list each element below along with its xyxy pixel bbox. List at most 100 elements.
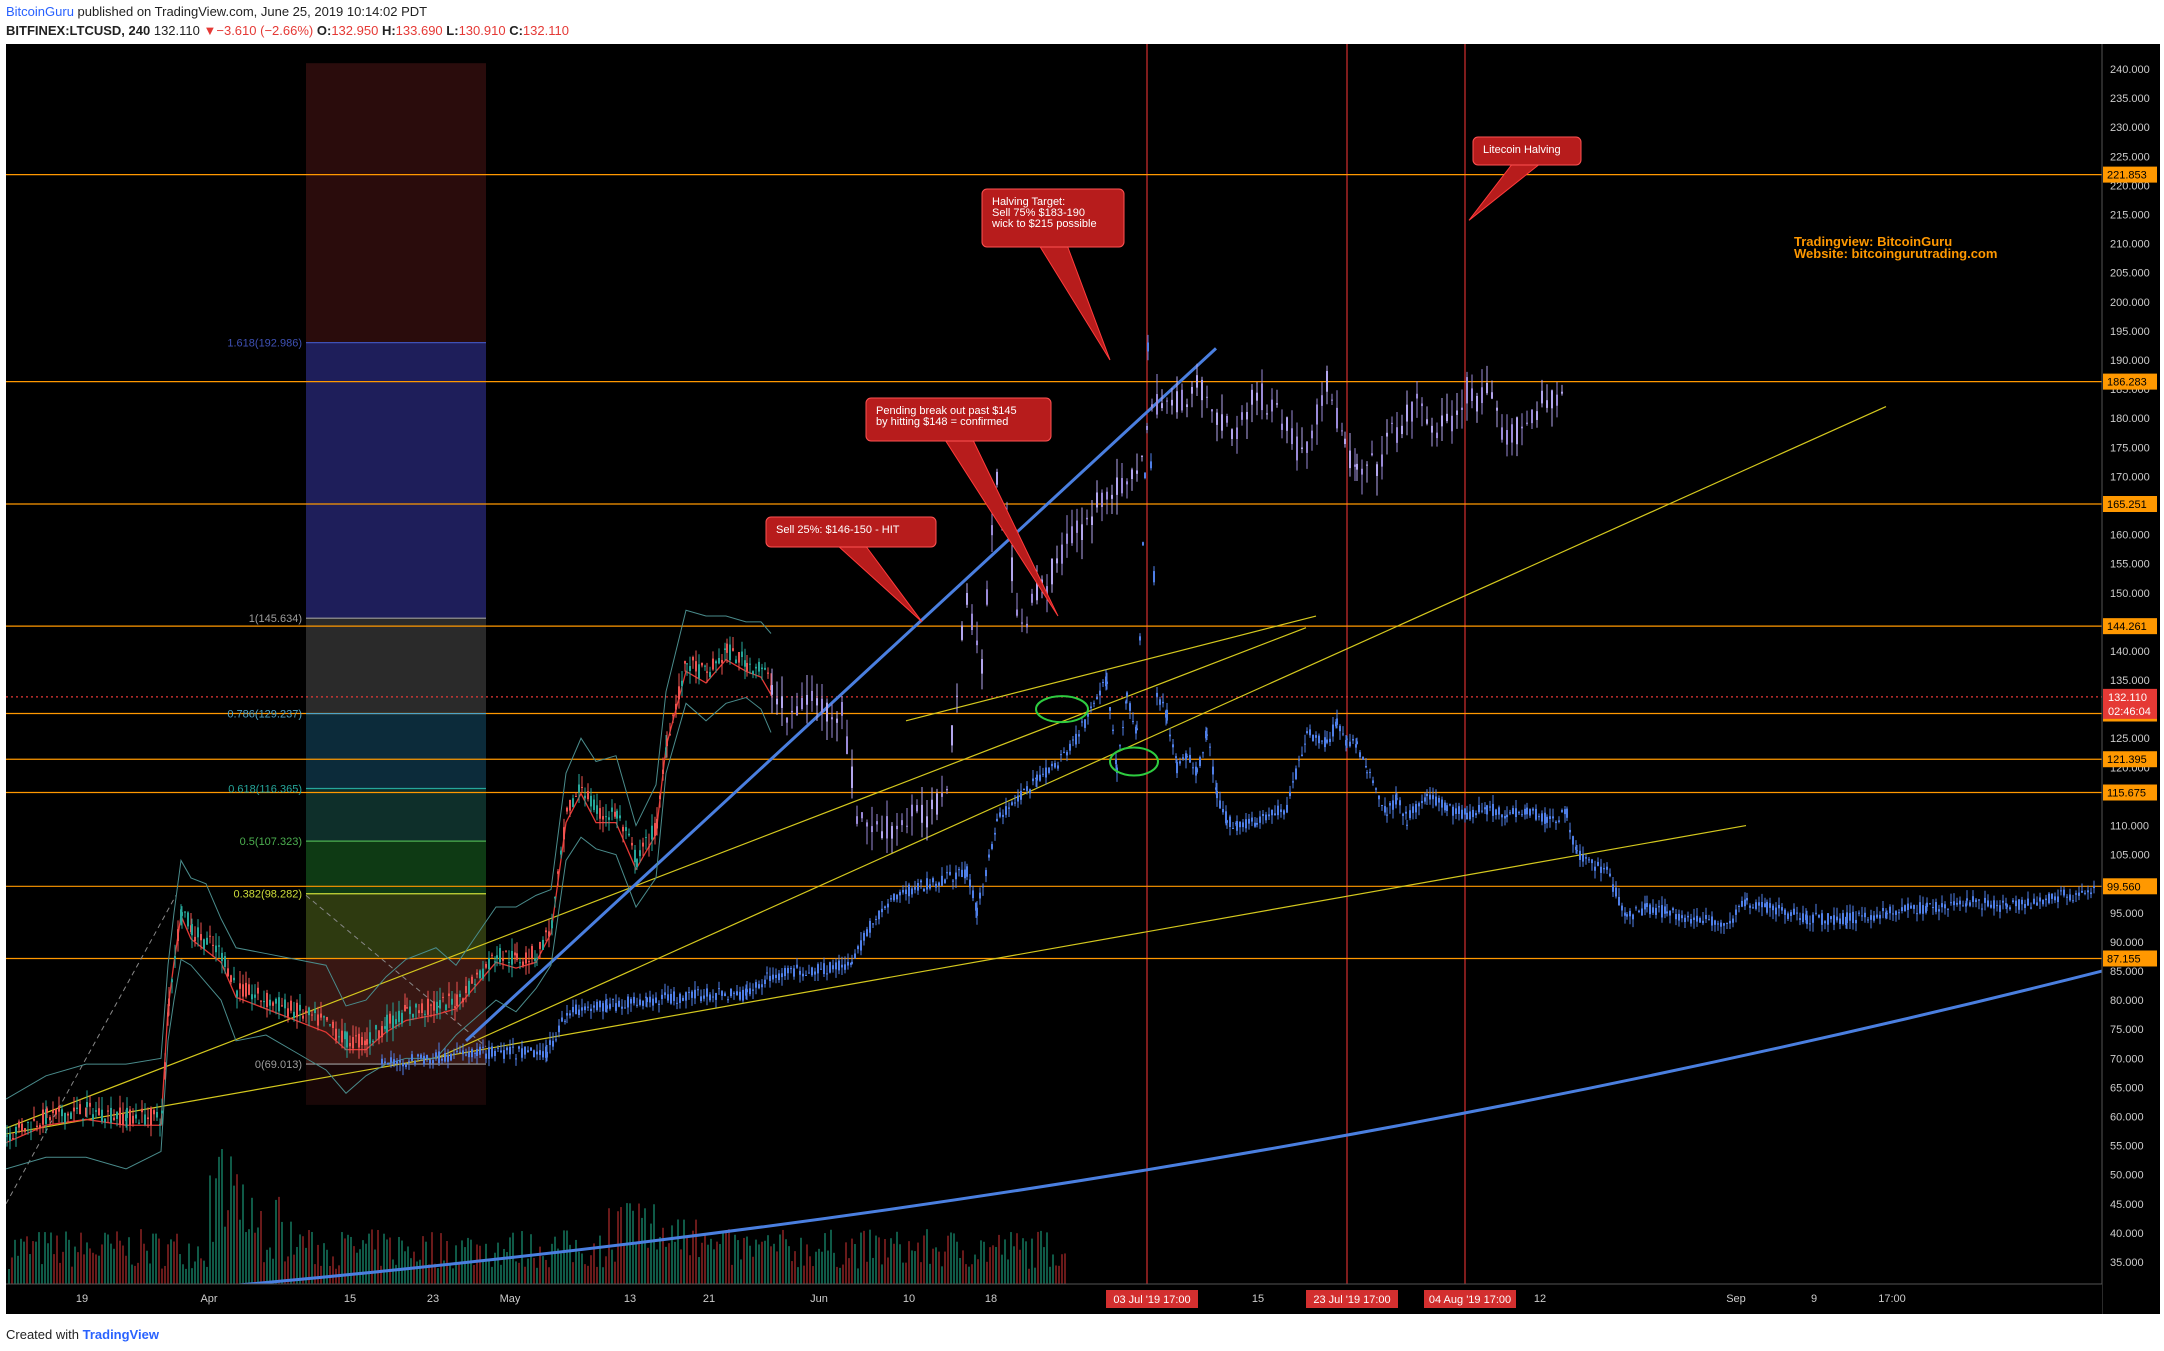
candle-body [167, 1012, 169, 1017]
volume-bar [731, 1264, 733, 1284]
time-tick-label: 15 [344, 1293, 356, 1305]
candle-body [590, 1008, 592, 1012]
candle-body [132, 1115, 134, 1124]
candle-body [408, 1061, 410, 1063]
candle-body [851, 961, 853, 964]
candle-body [1735, 909, 1737, 915]
candle-body [420, 1054, 422, 1059]
candle-body [724, 648, 726, 650]
candle-body [787, 967, 789, 974]
candle-body [398, 1010, 400, 1022]
candle-body [1369, 771, 1371, 773]
candle-body [996, 471, 998, 485]
volume-bar [641, 1217, 643, 1284]
candle-body [332, 1021, 334, 1029]
volume-bar [1046, 1232, 1048, 1284]
volume-bar [137, 1262, 139, 1284]
candle-body [1919, 902, 1921, 914]
candle-body [533, 1050, 535, 1058]
candle-body [432, 1060, 434, 1064]
candle-body [76, 1107, 78, 1110]
candle-body [1892, 913, 1894, 915]
volume-bar [875, 1235, 877, 1284]
level-badge-label-6: 115.675 [2107, 788, 2146, 800]
volume-bar [587, 1265, 589, 1284]
volume-bar [98, 1255, 100, 1284]
candle-body [1356, 741, 1358, 745]
volume-bar [119, 1240, 121, 1284]
candle-body [596, 1001, 598, 1011]
volume-bar [554, 1236, 556, 1284]
candle-body [1201, 379, 1203, 401]
candle-body [386, 1014, 388, 1033]
candle-body [1246, 411, 1248, 420]
volume-bar [854, 1244, 856, 1284]
candle-body [1011, 557, 1013, 582]
volume-bar [743, 1237, 745, 1284]
candle-body [414, 1061, 416, 1065]
volume-bar [287, 1256, 289, 1284]
candle-body [1196, 375, 1198, 388]
candle-body [901, 820, 903, 826]
annotation-text-halving-target: Sell 75% $183-190 [992, 207, 1085, 219]
candle-body [627, 996, 629, 1008]
candle-body [1261, 383, 1263, 411]
candle-body [1821, 913, 1823, 925]
candle-body [678, 686, 680, 700]
candle-body [752, 671, 754, 675]
candle-body [1381, 454, 1383, 467]
candle-body [1431, 425, 1433, 433]
volume-bar [44, 1232, 46, 1284]
volume-bar [35, 1241, 37, 1284]
candle-body [415, 1004, 417, 1008]
candle-body [682, 997, 684, 1001]
volume-bar [482, 1260, 484, 1284]
candle-body [402, 1063, 404, 1067]
volume-bar [851, 1238, 853, 1284]
candle-body [200, 934, 202, 941]
price-tick-label: 200.000 [2110, 297, 2150, 309]
candle-body [1536, 411, 1538, 421]
volume-bar [710, 1238, 712, 1284]
candle-body [1031, 593, 1033, 603]
volume-bar [782, 1229, 784, 1284]
date-marker-label-3: 04 Aug '19 17:00 [1429, 1294, 1511, 1306]
candle-body [1941, 903, 1943, 908]
green-ellipse-2 [1109, 746, 1159, 777]
candle-body [1172, 744, 1174, 748]
candle-body [447, 1055, 449, 1062]
annotation-text-halving-target: wick to $215 possible [991, 218, 1097, 230]
candle-body [1509, 812, 1511, 814]
candle-body [1051, 558, 1053, 585]
candle-body [89, 1102, 91, 1107]
price-tick-label: 230.000 [2110, 122, 2150, 134]
candle-body [590, 795, 592, 807]
author-link[interactable]: BitcoinGuru [6, 4, 74, 19]
dashed-trendline-1 [5, 895, 177, 1205]
volume-bar [374, 1249, 376, 1284]
volume-bar [1058, 1265, 1060, 1284]
volume-bar [164, 1265, 166, 1284]
candle-body [450, 1054, 452, 1061]
candle-body [1063, 751, 1065, 753]
volume-bar [32, 1241, 34, 1284]
volume-bar [89, 1248, 91, 1284]
volume-bar [821, 1251, 823, 1284]
volume-bar [437, 1268, 439, 1284]
candle-body [557, 871, 559, 874]
volume-bar [1061, 1254, 1063, 1284]
candle-body [260, 1000, 262, 1002]
candle-body [1966, 898, 1968, 901]
candle-body [1978, 899, 1980, 901]
chart-area[interactable]: 1.618(192.986) 1(145.634) 0.786(129.237) 0.… [5, 44, 2160, 1314]
candle-body [866, 822, 868, 827]
candle-body [726, 643, 728, 653]
tradingview-logo[interactable]: TradingView [82, 1327, 159, 1342]
candle-body [735, 659, 737, 664]
volume-bar [53, 1254, 55, 1284]
volume-bar [692, 1230, 694, 1284]
candle-body [1455, 808, 1457, 814]
candle-body [733, 992, 735, 994]
volume-bar [497, 1242, 499, 1284]
price-chart[interactable]: 1.618(192.986) 1(145.634) 0.786(129.237) 0.… [5, 44, 2160, 1314]
